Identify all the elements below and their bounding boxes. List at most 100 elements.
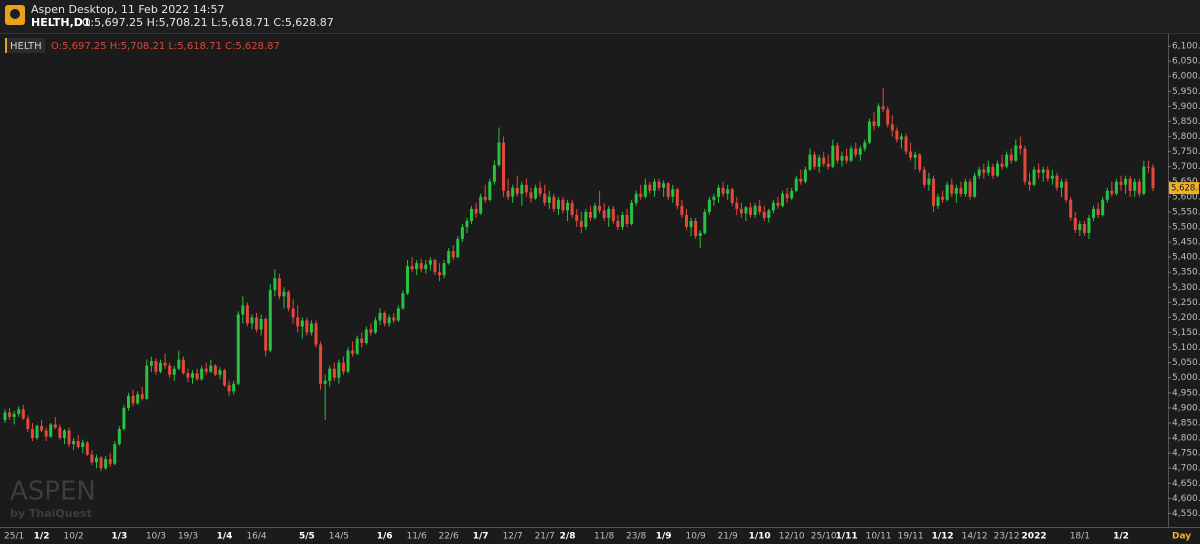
candle-body [726,189,730,194]
candle-body [282,291,286,297]
candle-body [131,395,135,404]
candle-body [982,169,986,173]
x-tick-label: 5/5 [299,532,315,542]
candle-body [922,169,926,185]
candle-body [126,395,130,408]
y-tick-label: 6,100.00 [1172,42,1200,52]
candle-body [840,156,844,161]
candle-body [81,442,85,448]
candle-body [213,365,217,375]
y-tick-label: 5,900.00 [1172,102,1200,112]
candle-body [218,370,222,375]
candle-body [1023,148,1027,182]
y-tick-label: 5,000.00 [1172,373,1200,383]
candle-body [858,148,862,155]
candle-body [611,208,615,221]
candle-body [387,317,391,324]
candle-body [364,329,368,344]
candle-body [675,189,679,206]
candle-body [255,317,259,330]
candle-body [899,136,903,140]
candle-body [433,260,437,273]
candle-body [259,318,263,330]
candle-body [369,329,373,333]
candle-body [634,193,638,203]
candle-body [538,187,542,194]
x-tick-label: 18/1 [1070,532,1090,542]
symbol: HELTH,D1 [31,16,91,29]
x-tick-label: 2/8 [560,532,576,542]
candle-body [758,205,762,212]
candle-body [835,145,839,161]
candle-body [1046,169,1050,179]
candle-body [799,178,803,182]
candle-body [49,424,53,437]
candle-body [735,202,739,209]
candle-body [671,189,675,197]
candle-body [808,154,812,170]
x-tick-label: 1/2 [34,532,50,542]
candle-body [1028,181,1032,185]
candle-body [67,430,71,445]
candle-body [12,413,16,417]
x-tick-label: 1/3 [111,532,127,542]
candle-body [451,251,455,258]
candle-body [273,278,277,291]
y-tick-label: 5,850.00 [1172,117,1200,127]
candle-body [584,211,588,227]
candle-body [872,121,876,126]
candle-body [186,373,190,378]
candle-body [154,361,158,372]
candle-body [245,305,249,324]
candle-body [1037,169,1041,173]
candle-body [236,314,240,384]
y-tick-label: 5,550.00 [1172,207,1200,217]
candle-body [227,385,231,392]
candle-body [909,151,913,158]
candle-body [136,394,140,404]
y-tick-label: 5,250.00 [1172,298,1200,308]
watermark-brand: ASPEN [10,477,96,507]
x-tick-label: 1/10 [749,532,771,542]
candle-body [991,166,995,176]
candle-body [204,368,208,372]
candle-body [410,266,414,270]
candle-body [355,338,359,354]
candle-body [954,187,958,194]
x-tick-label: 12/10 [779,532,805,542]
x-tick-label: 10/11 [866,532,892,542]
x-tick-label: 11/8 [594,532,614,542]
y-tick-label: 5,150.00 [1172,328,1200,338]
y-tick-label: 4,700.00 [1172,464,1200,474]
y-tick-label: 6,000.00 [1172,72,1200,82]
candle-body [881,106,885,110]
candle-body [904,136,908,152]
candle-body [30,429,34,439]
x-tick-label: 25/10 [811,532,837,542]
candle-body [1000,163,1004,167]
candle-body [209,365,213,372]
candle-body [602,210,606,218]
candle-body [145,365,149,399]
candle-body [53,424,57,428]
candle-body [17,409,21,414]
candle-body [616,220,620,227]
candle-body [1082,223,1086,233]
period-label: Day [1172,532,1191,542]
candle-body [460,226,464,240]
y-tick-label: 4,800.00 [1172,434,1200,444]
y-tick-label: 5,600.00 [1172,192,1200,202]
x-tick-label: 19/3 [178,532,198,542]
candle-body [346,350,350,372]
candle-body [264,318,268,351]
candle-body [1005,154,1009,167]
legend-name: HELTH [10,41,42,52]
candle-body [1009,154,1013,161]
candle-body [181,359,185,374]
candle-body [474,208,478,214]
candle-body [108,459,112,464]
candle-body [890,124,894,131]
app-logo-mark [10,9,20,19]
